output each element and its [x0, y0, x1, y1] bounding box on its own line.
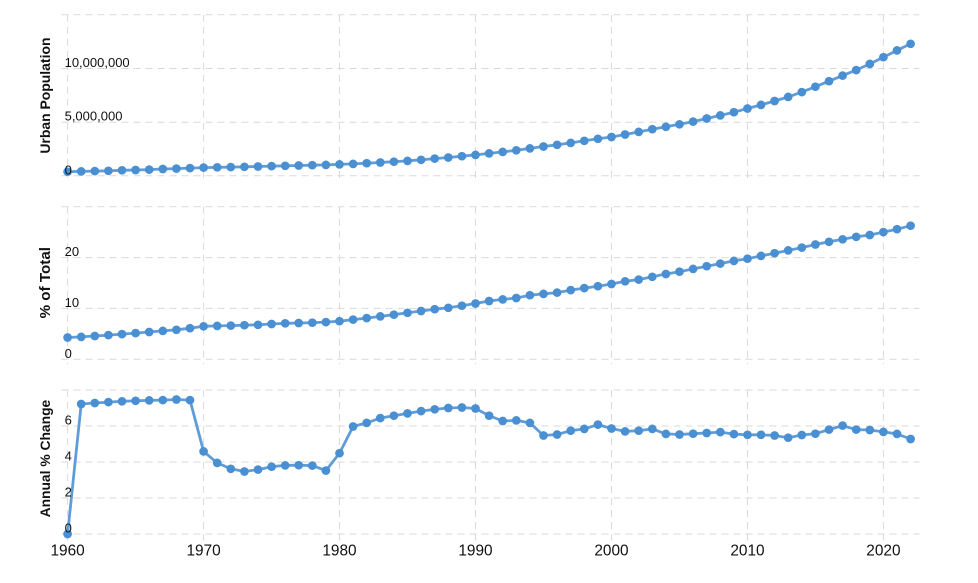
- svg-text:10: 10: [65, 295, 79, 310]
- svg-text:Urban Population: Urban Population: [37, 38, 53, 154]
- svg-text:1970: 1970: [186, 542, 220, 559]
- svg-text:2: 2: [65, 485, 72, 500]
- svg-text:2000: 2000: [594, 542, 628, 559]
- svg-text:5,000,000: 5,000,000: [65, 109, 123, 124]
- svg-text:6: 6: [65, 413, 72, 428]
- svg-text:% of Total: % of Total: [37, 247, 54, 318]
- svg-text:4: 4: [65, 449, 72, 464]
- svg-text:1980: 1980: [322, 542, 356, 559]
- svg-text:1990: 1990: [458, 542, 492, 559]
- svg-text:0: 0: [65, 521, 72, 536]
- svg-text:Annual % Change: Annual % Change: [37, 399, 53, 517]
- svg-text:1960: 1960: [50, 542, 84, 559]
- svg-text:0: 0: [65, 346, 72, 361]
- svg-text:10,000,000: 10,000,000: [65, 55, 130, 70]
- svg-text:20: 20: [65, 244, 79, 259]
- svg-text:2020: 2020: [866, 542, 900, 559]
- svg-text:2010: 2010: [730, 542, 764, 559]
- svg-text:0: 0: [65, 162, 72, 177]
